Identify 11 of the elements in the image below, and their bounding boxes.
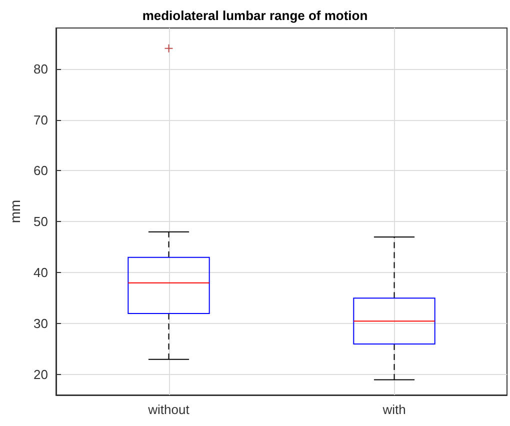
x-tick-label: with xyxy=(382,402,406,417)
x-tick-label: without xyxy=(147,402,190,417)
y-tick-label: 40 xyxy=(34,265,48,280)
y-tick-label: 50 xyxy=(34,214,48,230)
chart-title: mediolateral lumbar range of motion xyxy=(142,8,368,23)
y-tick-label: 20 xyxy=(34,367,48,382)
y-tick-label: 80 xyxy=(34,61,48,76)
y-tick-label: 60 xyxy=(34,163,48,178)
y-tick-label: 70 xyxy=(34,112,48,128)
y-tick-label: 30 xyxy=(34,316,48,332)
y-axis-title: mm xyxy=(7,200,23,224)
